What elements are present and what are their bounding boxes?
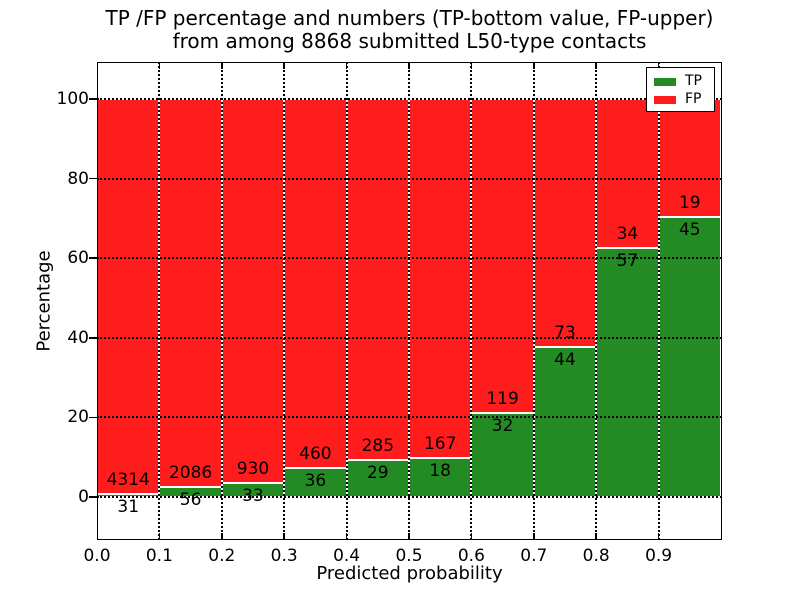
v-gridline	[283, 62, 286, 540]
x-tick-mark-top	[408, 62, 410, 69]
chart-title-line2: from among 8868 submitted L50-type conta…	[172, 29, 647, 53]
fp-color-swatch	[654, 95, 676, 104]
v-gridline	[595, 62, 598, 540]
x-tick-mark-top	[158, 62, 161, 69]
x-tick-mark-top	[595, 62, 597, 69]
tp-count-label: 32	[491, 415, 514, 436]
legend-label-tp: TP	[685, 73, 702, 89]
x-tick-mark	[595, 533, 597, 540]
fp-count-label: 930	[236, 459, 270, 480]
x-tick-mark	[345, 533, 348, 540]
x-tick-mark	[221, 533, 223, 540]
tp-count-label: 36	[304, 471, 327, 492]
tp-count-label: 29	[366, 463, 389, 484]
x-tick-mark-top	[283, 62, 285, 69]
tp-count-label: 44	[554, 350, 576, 371]
fp-count-label: 285	[361, 436, 395, 457]
v-gridline	[657, 62, 660, 540]
x-tick-label: 0.0	[83, 546, 111, 566]
legend-entry-tp: TP	[654, 74, 714, 89]
x-tick-label: 0.6	[457, 546, 485, 566]
x-tick-label: 0.1	[145, 546, 173, 566]
tp-count-label: 31	[117, 497, 140, 518]
bar-segment-fp	[471, 99, 534, 413]
y-tick-mark	[89, 416, 97, 419]
bar-segment-fp	[284, 99, 347, 469]
bar-segment-fp	[346, 99, 409, 461]
y-tick-label: 80	[67, 168, 89, 189]
bar-segment-fp	[97, 99, 160, 495]
tp-color-swatch	[654, 77, 676, 86]
x-tick-mark-top	[345, 62, 348, 69]
fp-count-label: 19	[678, 193, 701, 214]
legend-entry-fp: FP	[654, 92, 714, 107]
y-tick-label: 20	[67, 407, 89, 428]
x-tick-mark-top	[657, 62, 660, 69]
legend-label-fp: FP	[685, 91, 702, 107]
x-axis-label: Predicted probability	[316, 563, 503, 584]
x-tick-mark-top	[221, 62, 223, 69]
x-tick-label: 0.8	[582, 546, 610, 566]
bar-segment-fp	[409, 99, 472, 459]
fp-count-label: 460	[299, 444, 332, 465]
x-tick-label: 0.5	[395, 546, 423, 566]
x-tick-mark	[533, 533, 535, 540]
x-tick-label: 0.7	[520, 546, 548, 566]
x-tick-mark-top	[533, 62, 535, 69]
x-tick-label: 0.3	[270, 546, 298, 566]
y-tick-label: 0	[78, 487, 89, 507]
x-tick-mark	[470, 533, 473, 540]
fp-count-label: 2086	[168, 462, 213, 483]
y-tick-mark	[89, 177, 97, 180]
v-gridline	[532, 62, 535, 540]
fp-count-label: 4314	[106, 470, 150, 491]
bar-segment-tp	[346, 460, 409, 497]
fp-count-label: 34	[616, 223, 639, 244]
x-tick-mark	[158, 533, 161, 540]
fp-count-label: 119	[486, 388, 519, 409]
bar-segment-fp	[221, 99, 285, 484]
y-tick-label: 40	[67, 327, 89, 348]
tp-count-label: 45	[678, 220, 701, 241]
v-gridline	[158, 62, 161, 540]
chart-title: TP /FP percentage and numbers (TP-bottom…	[97, 7, 722, 53]
bar-segment-tp	[596, 247, 659, 497]
bar-segment-tp	[658, 217, 721, 497]
y-tick-mark	[89, 257, 97, 259]
tp-count-label: 56	[179, 489, 202, 510]
x-tick-label: 0.2	[208, 546, 236, 566]
legend: TP FP	[646, 67, 715, 112]
fp-count-label: 73	[554, 323, 576, 344]
x-tick-label: 0.9	[645, 546, 673, 566]
v-gridline	[408, 62, 410, 540]
tp-count-label: 33	[242, 486, 264, 507]
x-tick-mark	[657, 533, 660, 540]
y-tick-mark	[89, 98, 97, 100]
tp-count-label: 18	[429, 461, 451, 482]
y-tick-mark	[89, 496, 97, 498]
v-gridline	[220, 62, 223, 540]
v-gridline	[345, 62, 348, 540]
bar-segment-fp	[533, 99, 597, 348]
x-tick-mark	[408, 533, 410, 540]
fp-count-label: 167	[423, 434, 457, 455]
y-tick-label: 100	[56, 89, 89, 109]
y-tick-mark	[89, 337, 97, 339]
tp-count-label: 57	[616, 250, 639, 271]
bar-segment-fp	[159, 99, 222, 487]
plot-area: TP FP 4314 31 2086 56 930 33 460 36 285 29 167 18 11…	[89, 62, 722, 540]
x-tick-mark	[283, 533, 285, 540]
chart-title-line1: TP /FP percentage and numbers (TP-bottom…	[105, 6, 714, 30]
x-tick-mark-top	[470, 62, 473, 69]
v-gridline	[470, 62, 473, 540]
y-tick-label: 60	[67, 248, 89, 269]
x-tick-label: 0.4	[333, 546, 361, 566]
